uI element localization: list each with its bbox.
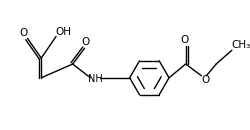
Text: O: O (180, 35, 188, 46)
Text: O: O (81, 37, 89, 47)
Text: O: O (200, 75, 209, 85)
Text: O: O (20, 28, 28, 38)
Text: CH₃: CH₃ (230, 40, 249, 50)
Text: NH: NH (88, 74, 102, 84)
Text: OH: OH (56, 27, 72, 37)
